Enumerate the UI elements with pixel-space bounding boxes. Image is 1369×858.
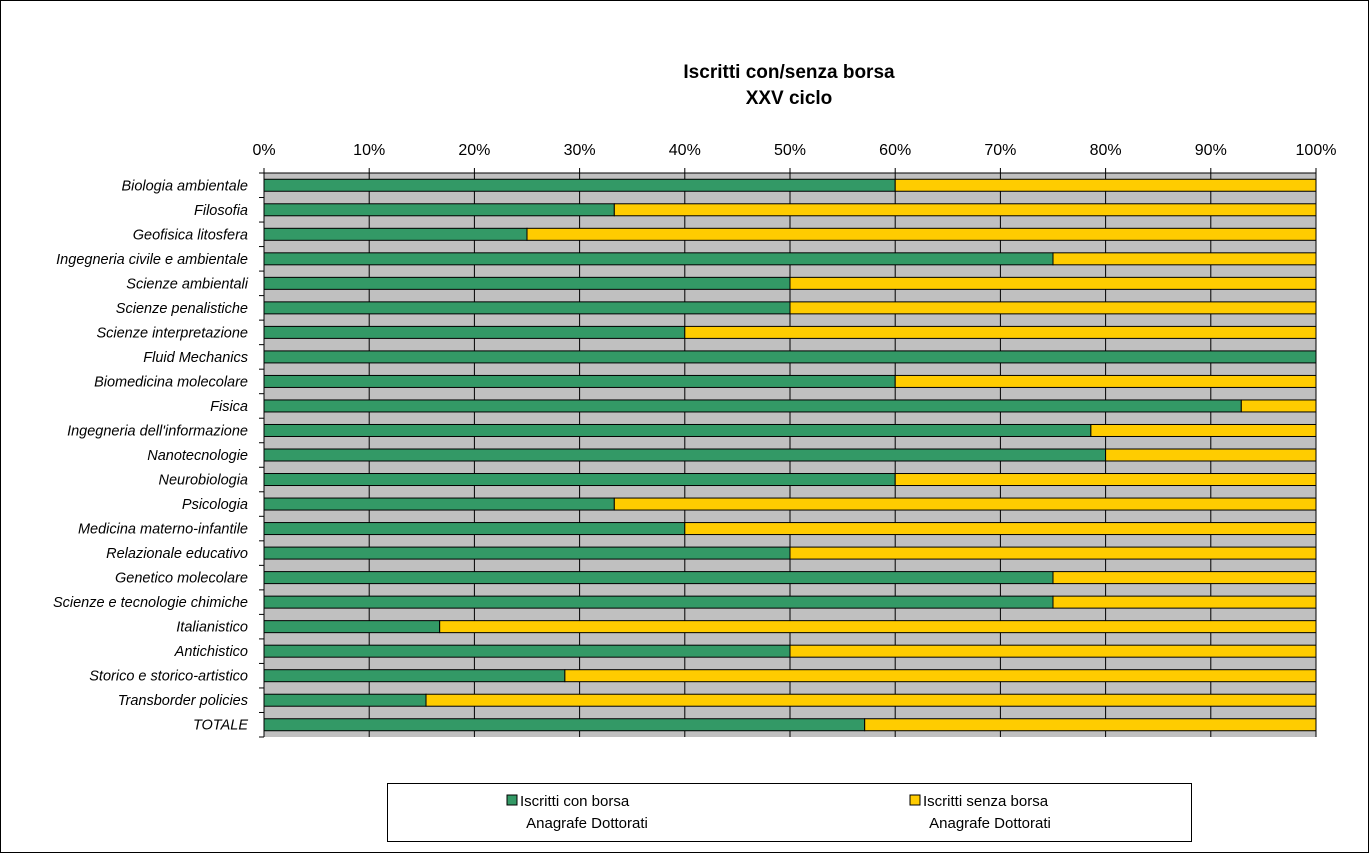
x-tick-label: 0%: [252, 142, 275, 159]
category-label: Scienze penalistiche: [116, 301, 248, 317]
bar-segment: [263, 522, 686, 536]
bar-segment: [684, 522, 1317, 536]
bar-segment: [894, 178, 1317, 192]
chart-title: Iscritti con/senza borsa: [683, 62, 895, 83]
bar-segment: [263, 227, 528, 241]
x-tick-label: 30%: [564, 142, 596, 159]
legend-label: Iscritti con borsa: [520, 793, 630, 810]
category-label: Fluid Mechanics: [143, 350, 248, 366]
category-label: Psicologia: [182, 497, 248, 513]
bar-segment: [789, 644, 1317, 658]
bar-segment: [263, 374, 896, 388]
legend-label-source: Anagrafe Dottorati: [526, 815, 648, 832]
bar-segment: [263, 399, 1242, 413]
bar-segment: [425, 693, 1317, 707]
bar-segment: [263, 497, 615, 511]
legend-swatch: [909, 794, 921, 806]
category-label: Italianistico: [176, 620, 248, 636]
legend-box: [387, 783, 1192, 842]
category-label: Scienze e tecnologie chimiche: [53, 595, 248, 611]
category-label: Relazionale educativo: [106, 546, 248, 562]
bar-segment: [263, 178, 896, 192]
bar-segment: [1052, 595, 1317, 609]
bar-segment: [1090, 423, 1317, 437]
bar-segment: [263, 473, 896, 487]
bar-segment: [894, 374, 1317, 388]
bar-segment: [789, 301, 1317, 315]
bar-segment: [613, 203, 1317, 217]
bar-segment: [263, 448, 1107, 462]
bar-segment: [789, 276, 1317, 290]
x-tick-label: 80%: [1090, 142, 1122, 159]
x-tick-label: 90%: [1195, 142, 1227, 159]
category-label: Biologia ambientale: [121, 178, 248, 194]
bar-segment: [1052, 571, 1317, 585]
bar-segment: [263, 693, 427, 707]
bar-segment: [263, 620, 441, 634]
bar-segment: [1240, 399, 1317, 413]
bar-segment: [263, 571, 1054, 585]
bar-segment: [263, 203, 615, 217]
bar-segment: [263, 644, 791, 658]
bar-segment: [684, 325, 1317, 339]
bar-segment: [263, 595, 1054, 609]
bar-segment: [564, 669, 1317, 683]
plot-area: 0% 10% 20% 30% 40% 50% 60% 70% 80% 90% 100% Biologi…: [53, 142, 1337, 738]
category-label: Storico e storico-artistico: [89, 669, 248, 685]
category-label: Medicina materno-infantile: [78, 522, 248, 538]
category-label: TOTALE: [193, 718, 248, 734]
bar-segment: [263, 546, 791, 560]
x-tick-label: 10%: [353, 142, 385, 159]
category-label: Antichistico: [174, 644, 248, 660]
category-label: Transborder policies: [118, 693, 248, 709]
category-label: Ingegneria dell'informazione: [67, 423, 248, 439]
bar-segment: [263, 350, 1317, 364]
category-label: Neurobiologia: [159, 473, 248, 489]
x-tick-label: 20%: [458, 142, 490, 159]
bar-segment: [789, 546, 1317, 560]
chart-subtitle: XXV ciclo: [746, 88, 833, 109]
bar-segment: [263, 252, 1054, 266]
bar-segment: [263, 276, 791, 290]
bar-segment: [864, 718, 1317, 732]
legend-label-source: Anagrafe Dottorati: [929, 815, 1051, 832]
bar-segment: [526, 227, 1317, 241]
bar-segment: [263, 325, 686, 339]
x-tick-label: 50%: [774, 142, 806, 159]
category-label: Geofisica litosfera: [133, 227, 248, 243]
legend-entry: Iscritti con borsa Anagrafe Dottorati: [506, 793, 648, 832]
category-label: Filosofia: [194, 203, 248, 219]
bar-segment: [1105, 448, 1317, 462]
bar-segment: [613, 497, 1317, 511]
bar-segment: [263, 669, 566, 683]
x-tick-label: 40%: [669, 142, 701, 159]
x-tick-label: 60%: [879, 142, 911, 159]
bar-segment: [263, 301, 791, 315]
x-tick-label: 100%: [1296, 142, 1337, 159]
bar-segment: [1052, 252, 1317, 266]
bar-segment: [263, 718, 866, 732]
bar-segment: [263, 423, 1092, 437]
bar-segment: [894, 473, 1317, 487]
category-label: Scienze interpretazione: [96, 325, 248, 341]
legend-swatch: [506, 794, 518, 806]
bar-segment: [439, 620, 1317, 634]
x-tick-label: 70%: [984, 142, 1016, 159]
category-label: Ingegneria civile e ambientale: [56, 252, 248, 268]
category-label: Biomedicina molecolare: [94, 374, 248, 390]
category-label: Scienze ambientali: [126, 276, 248, 292]
legend-label: Iscritti senza borsa: [923, 793, 1049, 810]
category-label: Fisica: [210, 399, 248, 415]
category-label: Genetico molecolare: [115, 571, 248, 587]
legend-entry: Iscritti senza borsa Anagrafe Dottorati: [909, 793, 1051, 832]
category-label: Nanotecnologie: [147, 448, 248, 464]
